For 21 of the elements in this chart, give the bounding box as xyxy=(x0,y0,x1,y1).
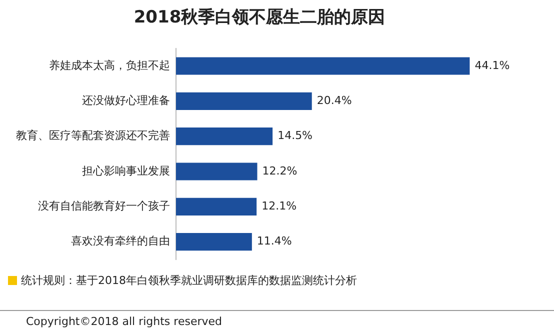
data-label: 20.4% xyxy=(316,94,352,108)
y-tick-label: 还没做好心理准备 xyxy=(82,94,170,108)
bar xyxy=(176,92,312,110)
text: 统计规则：基于2018年白领秋季就业调研数据库的数据监测统计分析 xyxy=(21,272,357,288)
y-tick-label: 教育、医疗等配套资源还不完善 xyxy=(16,129,170,142)
data-label: 12.1% xyxy=(262,200,297,213)
data-label: 12.2% xyxy=(262,164,298,178)
y-tick-label: 养娃成本太高，负担不起 xyxy=(49,58,170,72)
bar xyxy=(176,233,252,251)
bar xyxy=(176,162,258,180)
data-label: 11.4% xyxy=(256,234,292,248)
y-tick-label: 喜欢没有牵绊的自由 xyxy=(71,234,170,248)
text: Copyright©2018 all rights reserved xyxy=(0,310,554,328)
data-label: 44.1% xyxy=(474,58,510,72)
y-tick-label: 担心影响事业发展 xyxy=(82,164,170,178)
bar xyxy=(176,128,273,146)
bar xyxy=(176,198,257,216)
data-label: 14.5% xyxy=(278,129,313,142)
chart-title: 2018秋季白领不愿生二胎的原因 xyxy=(134,8,386,28)
y-tick-label: 没有自信能教育好一个孩子 xyxy=(38,200,170,213)
bar xyxy=(176,57,470,75)
